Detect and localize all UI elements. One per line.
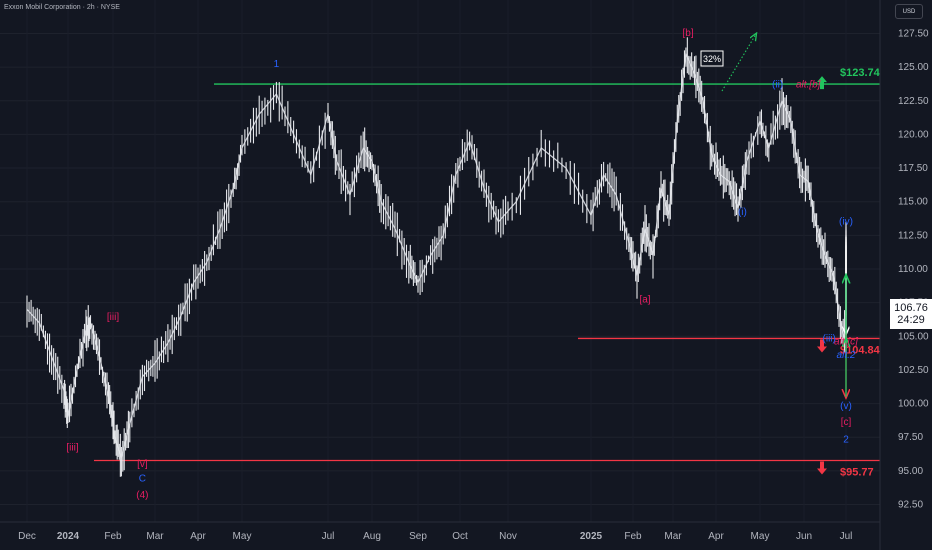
y-tick-label: 97.50 bbox=[898, 432, 923, 443]
wave-label: alt.[b] bbox=[796, 79, 821, 90]
y-tick-label: 100.00 bbox=[898, 399, 929, 410]
y-tick-label: 110.00 bbox=[898, 264, 928, 275]
symbol-title: Exxon Mobil Corporation · 2h · NYSE bbox=[4, 4, 120, 11]
x-tick-label: Mar bbox=[146, 531, 164, 542]
wave-label: (iii) bbox=[823, 334, 836, 345]
probability-label: 32% bbox=[703, 54, 721, 64]
y-tick-label: 122.50 bbox=[898, 96, 929, 107]
x-tick-label: Dec bbox=[18, 531, 36, 542]
wave-label: (ii) bbox=[772, 79, 783, 90]
currency-button[interactable]: USD bbox=[895, 4, 923, 19]
y-tick-label: 105.00 bbox=[898, 331, 929, 342]
level-label: $123.74 bbox=[840, 67, 881, 79]
arrow-down-icon bbox=[817, 339, 827, 353]
wave-label: 1 bbox=[274, 59, 280, 70]
y-tick-label: 115.00 bbox=[898, 197, 928, 208]
y-tick-label: 125.00 bbox=[898, 62, 929, 73]
y-tick-label: 92.50 bbox=[898, 500, 923, 511]
x-tick-label: Aug bbox=[363, 531, 381, 542]
price-levels: $123.74 $104.84 $95.77 bbox=[94, 67, 881, 479]
wave-label: [b] bbox=[682, 28, 693, 39]
alt-scenario-dotted bbox=[721, 34, 756, 92]
x-tick-label: May bbox=[233, 531, 252, 542]
x-tick-label: Jul bbox=[322, 531, 335, 542]
x-tick-label: Sep bbox=[409, 531, 427, 542]
wave-label: (i) bbox=[738, 207, 747, 218]
wave-label: (4) bbox=[136, 490, 148, 501]
y-axis: 127.50 125.00 122.50 120.00 117.50 115.00 112.… bbox=[879, 0, 932, 550]
wave-label: [iii] bbox=[107, 312, 119, 323]
y-tick-label: 102.50 bbox=[898, 365, 929, 376]
x-tick-label: Jul bbox=[840, 531, 853, 542]
bar-countdown: 24:29 bbox=[897, 314, 925, 326]
arrow-down-icon bbox=[817, 461, 827, 475]
x-tick-label: 2024 bbox=[57, 531, 80, 542]
y-tick-label: 120.00 bbox=[898, 129, 929, 140]
wave-label: [iii] bbox=[66, 443, 78, 454]
x-tick-label: Jun bbox=[796, 531, 812, 542]
price-series bbox=[26, 37, 847, 477]
level-label: $95.77 bbox=[840, 467, 874, 479]
wave-label: alt.2 bbox=[837, 350, 856, 361]
x-tick-label: Mar bbox=[664, 531, 682, 542]
y-tick-label: 117.50 bbox=[898, 163, 928, 174]
wave-labels: 1 [b] (ii) alt.[b] (i) (iv) [a] (iii)alt.[c] alt… bbox=[66, 28, 858, 501]
x-tick-label: Feb bbox=[624, 531, 642, 542]
wave-label: [v] bbox=[137, 459, 148, 470]
x-tick-label: Nov bbox=[499, 531, 517, 542]
y-tick-label: 112.50 bbox=[898, 230, 928, 241]
x-tick-label: 2025 bbox=[580, 531, 603, 542]
x-tick-label: Apr bbox=[708, 531, 724, 542]
x-tick-label: Feb bbox=[104, 531, 122, 542]
x-tick-label: May bbox=[751, 531, 770, 542]
level-label: $104.84 bbox=[840, 344, 881, 356]
wave-label: [c] bbox=[841, 417, 852, 428]
arrow-up-icon bbox=[817, 76, 827, 90]
x-tick-label: Apr bbox=[190, 531, 206, 542]
forecast-scenarios: 32% bbox=[700, 34, 846, 397]
current-price-tag: 106.76 24:29 bbox=[890, 299, 932, 329]
grid bbox=[0, 32, 880, 506]
y-tick-label: 95.00 bbox=[898, 466, 923, 477]
wave-label: [a] bbox=[639, 295, 650, 306]
x-axis: Dec 2024 Feb Mar Apr May Jul Aug Sep Oct Nov 2025 Fe… bbox=[0, 521, 880, 542]
wave-label: C bbox=[139, 474, 146, 485]
x-tick-label: Oct bbox=[452, 531, 468, 542]
wave-label: (iv) bbox=[839, 217, 853, 228]
wave-label: alt.[c] bbox=[834, 336, 858, 347]
wave-label: 2 bbox=[843, 435, 849, 446]
y-tick-label: 127.50 bbox=[898, 28, 929, 39]
wave-label: (v) bbox=[840, 401, 852, 412]
y-axis-bg bbox=[880, 0, 932, 550]
probability-box bbox=[700, 50, 724, 67]
current-price: 106.76 bbox=[894, 302, 928, 314]
